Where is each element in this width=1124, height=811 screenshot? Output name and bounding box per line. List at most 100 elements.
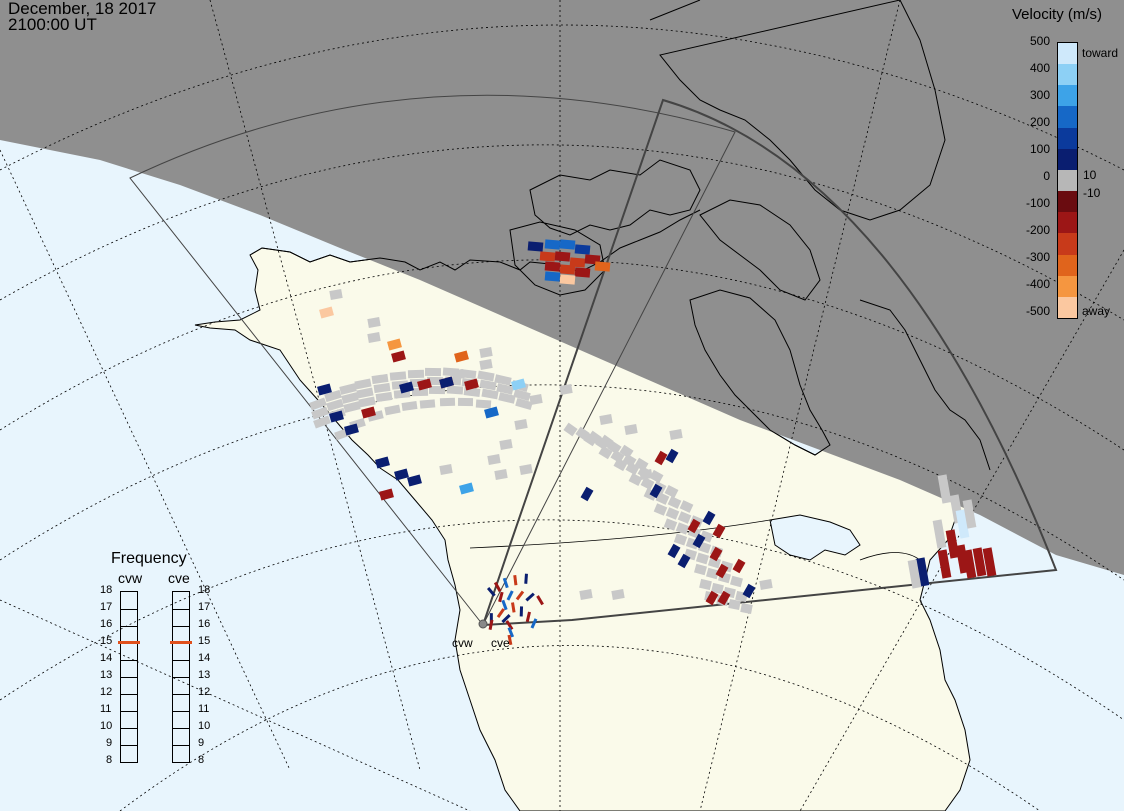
velocity-cell xyxy=(487,454,501,465)
velocity-cell xyxy=(344,423,359,436)
velocity-cell xyxy=(499,439,513,450)
velocity-cell xyxy=(475,399,492,409)
velocity-cell xyxy=(569,257,586,268)
velocity-cell xyxy=(554,251,571,262)
velocity-cell xyxy=(479,347,493,358)
velocity-cell xyxy=(498,392,516,404)
great-lakes xyxy=(769,514,861,561)
colorbar-segment xyxy=(1058,106,1077,129)
frequency-marker xyxy=(118,641,140,644)
frequency-scale-gridline xyxy=(173,660,189,661)
velocity-cell xyxy=(481,388,499,400)
velocity-cell xyxy=(417,378,432,391)
colorbar-segment xyxy=(1058,85,1077,107)
frequency-tick-left: 11 xyxy=(100,703,112,715)
frequency-scale-gridline xyxy=(121,660,137,661)
velocity-cell xyxy=(673,533,688,546)
velocity-cell xyxy=(515,590,525,601)
velocity-cell xyxy=(692,533,706,549)
velocity-cell xyxy=(367,317,381,328)
frequency-tick-right: 11 xyxy=(198,703,210,715)
frequency-title: Frequency xyxy=(111,550,187,567)
velocity-cell xyxy=(665,507,680,520)
frequency-scale-gridline xyxy=(121,626,137,627)
velocity-cell xyxy=(501,599,508,611)
velocity-cell xyxy=(426,376,444,386)
velocity-cell xyxy=(544,271,561,282)
velocity-cell xyxy=(972,547,987,577)
velocity-cell xyxy=(709,546,723,562)
velocity-cell xyxy=(505,620,514,631)
velocity-cell xyxy=(496,608,505,618)
velocity-cell xyxy=(513,388,531,402)
velocity-cell xyxy=(655,492,670,505)
radar-label-cvw: cvw xyxy=(452,636,473,650)
velocity-cell xyxy=(439,376,454,389)
velocity-cell xyxy=(598,445,613,460)
velocity-cell xyxy=(955,509,970,539)
velocity-cell xyxy=(687,518,701,534)
velocity-cell xyxy=(740,603,753,614)
velocity-cell xyxy=(595,436,610,451)
velocity-cell xyxy=(341,392,359,404)
velocity-cell xyxy=(529,394,543,405)
velocity-cell xyxy=(477,370,495,382)
velocity-cell xyxy=(454,350,469,363)
velocity-cells xyxy=(309,239,997,646)
colorbar-segment xyxy=(1058,212,1077,234)
velocity-cell xyxy=(677,511,692,524)
frequency-scale-gridline xyxy=(121,711,137,712)
frequency-tick-right: 12 xyxy=(198,686,211,698)
frequency-tick-left: 10 xyxy=(100,720,113,732)
frequency-tick-right: 13 xyxy=(198,669,211,681)
velocity-cell xyxy=(317,383,332,396)
radar-fov xyxy=(129,94,1058,627)
velocity-cell xyxy=(649,483,663,499)
colorbar-tick: -500 xyxy=(1025,304,1050,318)
velocity-cell xyxy=(937,474,952,504)
colorbar-segment xyxy=(1058,254,1077,277)
frequency-tick-left: 15 xyxy=(100,635,113,647)
velocity-cell xyxy=(525,592,535,602)
velocity-cell xyxy=(579,589,593,600)
velocity-cell xyxy=(524,573,528,584)
frequency-scale-gridline xyxy=(173,694,189,695)
shaded-coast-islands xyxy=(249,159,991,471)
colorbar-tick: -200 xyxy=(1025,223,1050,237)
map-time: 2100:00 UT xyxy=(8,15,97,34)
frequency-scale-box xyxy=(120,591,138,763)
velocity-cell xyxy=(502,577,509,589)
velocity-cell xyxy=(439,464,453,475)
velocity-cell xyxy=(536,595,544,606)
frequency-tick-left: 12 xyxy=(100,686,113,698)
velocity-cell xyxy=(309,397,327,411)
fov-cvw xyxy=(129,94,736,626)
velocity-cell xyxy=(559,384,573,395)
frequency-tick-left: 9 xyxy=(106,737,113,749)
velocity-cell xyxy=(759,579,773,590)
frequency-marker xyxy=(170,641,192,644)
velocity-cell xyxy=(407,474,422,487)
velocity-cell xyxy=(625,461,640,476)
frequency-scale-gridline xyxy=(173,677,189,678)
velocity-cell xyxy=(407,369,425,379)
velocity-cell xyxy=(677,553,691,569)
velocity-cell xyxy=(694,563,707,576)
velocity-cell xyxy=(624,424,638,435)
velocity-cell xyxy=(446,385,464,395)
map-date: December, 18 2017 xyxy=(8,0,157,18)
velocity-cell xyxy=(525,611,531,622)
velocity-cell xyxy=(479,379,497,391)
frequency-scale-gridline xyxy=(173,728,189,729)
colorbar-segment xyxy=(1058,296,1077,319)
velocity-cell xyxy=(583,432,598,447)
velocity-cell xyxy=(371,373,389,385)
frequency-scale-gridline xyxy=(173,626,189,627)
velocity-cell xyxy=(730,575,743,588)
velocity-cell xyxy=(479,359,493,370)
velocity-cell xyxy=(511,602,516,613)
radar-label-cve: cve xyxy=(491,636,510,650)
velocity-cell xyxy=(544,239,561,250)
velocity-cell xyxy=(329,289,343,300)
velocity-cell xyxy=(399,381,414,394)
